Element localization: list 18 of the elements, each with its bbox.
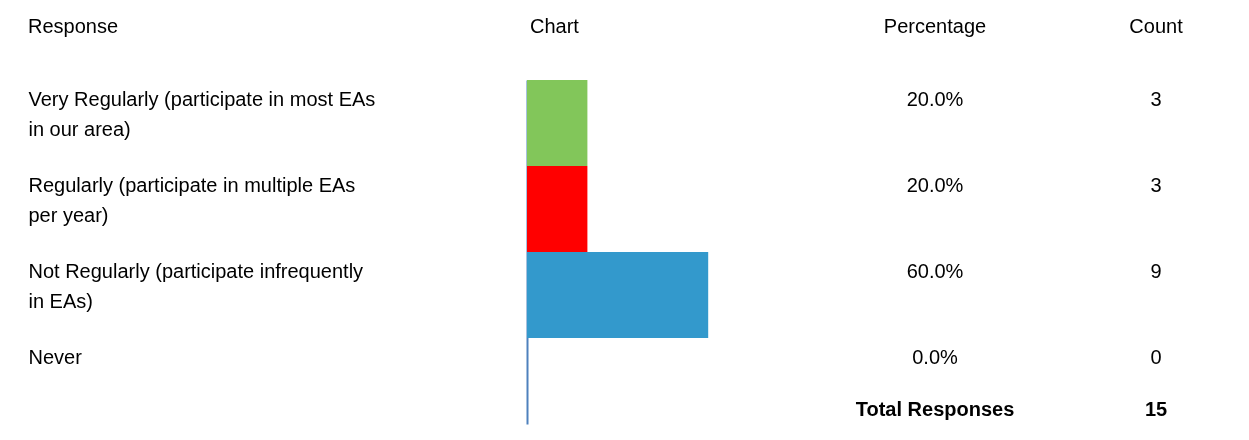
y-tick-label: Very Regularly (participate in most EAs in our area) xyxy=(28,88,376,140)
data-label: 20.0% xyxy=(906,174,964,196)
text: Percentage xyxy=(883,15,987,37)
y-tick-label: Not Regularly (participate infrequently in EAs) xyxy=(28,260,364,312)
text: 15 xyxy=(1144,398,1168,420)
text: 3 xyxy=(1150,88,1162,110)
x-axis-title: Chart xyxy=(530,15,580,37)
y-axis-title: Response xyxy=(28,15,119,37)
y-tick-label: Never xyxy=(28,346,83,368)
data-label: 20.0% xyxy=(906,88,964,110)
text: 9 xyxy=(1150,260,1162,282)
text: Count xyxy=(1129,15,1184,37)
data-label: 60.0% xyxy=(906,260,964,282)
text: 0 xyxy=(1150,346,1162,368)
text: Total Responses xyxy=(855,398,1015,420)
data-label: 0.0% xyxy=(912,346,959,368)
text: 3 xyxy=(1150,174,1162,196)
y-tick-label: Regularly (participate in multiple EAs per year) xyxy=(28,174,356,226)
